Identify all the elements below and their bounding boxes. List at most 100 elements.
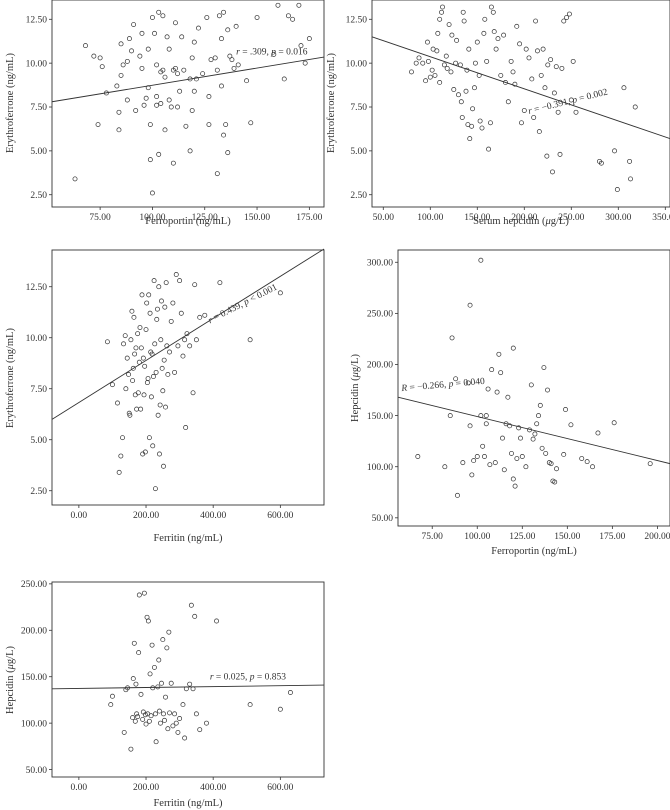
x-tick-label: 300.00 xyxy=(605,213,631,223)
regression-line xyxy=(51,248,325,420)
data-point xyxy=(507,423,513,429)
data-point xyxy=(508,58,514,64)
data-point xyxy=(563,407,568,412)
data-point xyxy=(214,171,220,177)
data-point xyxy=(536,129,542,135)
data-point xyxy=(173,272,179,277)
data-point xyxy=(191,39,197,45)
plot-frame xyxy=(51,581,325,778)
data-point xyxy=(221,9,227,15)
data-point xyxy=(590,464,595,470)
data-point xyxy=(225,27,231,33)
data-point xyxy=(121,341,126,347)
data-point xyxy=(451,87,457,92)
data-point xyxy=(147,310,153,316)
data-point xyxy=(191,88,197,94)
data-point xyxy=(188,602,194,608)
data-point xyxy=(126,410,132,416)
x-tick-label: 75.00 xyxy=(422,532,444,542)
data-point xyxy=(453,376,459,382)
data-point xyxy=(197,314,203,320)
data-point xyxy=(167,349,172,355)
data-point xyxy=(427,74,433,80)
data-point xyxy=(155,412,161,418)
x-tick-label: 50.00 xyxy=(373,213,395,223)
data-point xyxy=(554,466,559,472)
data-point xyxy=(182,337,188,343)
data-point xyxy=(183,123,189,129)
data-point xyxy=(446,22,452,28)
data-point xyxy=(183,425,189,430)
data-point xyxy=(154,306,160,312)
data-point xyxy=(612,148,617,154)
data-point xyxy=(151,278,157,284)
data-point xyxy=(116,127,122,133)
y-tick-label: 100.00 xyxy=(21,719,47,729)
panel-5-hepcidin-vs-ferritin: 50.00 100.00 150.00 200.00 250.00 0.00 200.00… xyxy=(5,580,325,809)
y-tick-label: 2.50 xyxy=(30,487,47,497)
data-point xyxy=(467,136,473,142)
data-point xyxy=(147,122,153,128)
data-point xyxy=(479,125,485,131)
data-point xyxy=(437,16,443,22)
data-point xyxy=(161,711,166,717)
data-point xyxy=(158,337,164,343)
data-point xyxy=(564,15,570,20)
data-point xyxy=(148,394,154,400)
x-tick-label: 175.00 xyxy=(296,213,322,223)
y-tick-label: 200.00 xyxy=(21,626,47,636)
x-tick-label: 150.00 xyxy=(464,213,490,223)
y-tick-label: 250.00 xyxy=(21,580,47,590)
data-point xyxy=(413,60,419,66)
data-point xyxy=(95,122,101,128)
y-tick-label: 2.50 xyxy=(30,191,47,201)
data-point xyxy=(531,115,537,120)
data-point xyxy=(559,65,565,71)
data-point xyxy=(632,104,638,110)
data-point xyxy=(202,312,208,318)
data-point xyxy=(429,67,435,73)
data-point xyxy=(137,325,143,330)
data-point xyxy=(306,36,312,42)
data-point xyxy=(141,392,147,398)
data-point xyxy=(595,430,601,436)
data-point xyxy=(123,386,129,392)
data-point xyxy=(130,676,136,682)
data-point xyxy=(447,413,453,419)
data-point xyxy=(501,32,507,38)
data-point xyxy=(146,292,152,298)
data-point xyxy=(467,302,473,308)
data-point xyxy=(454,37,460,43)
data-point xyxy=(158,720,163,726)
y-tick-label: 12.50 xyxy=(26,15,48,25)
data-point xyxy=(505,99,511,105)
data-point xyxy=(517,41,523,47)
data-point xyxy=(172,711,178,717)
correlation-annotation: R = −0.266, p = 0.040 xyxy=(400,377,485,394)
x-tick-label: 600.00 xyxy=(267,511,293,521)
data-point xyxy=(441,62,447,68)
data-point xyxy=(483,421,489,427)
data-point xyxy=(156,284,162,290)
data-point xyxy=(248,120,254,126)
data-point xyxy=(170,300,176,306)
data-point xyxy=(434,48,440,54)
data-point xyxy=(529,76,535,82)
data-point xyxy=(149,642,155,648)
data-point xyxy=(160,637,166,643)
data-point xyxy=(514,456,520,461)
data-point xyxy=(503,79,508,85)
data-point xyxy=(138,691,144,697)
data-point xyxy=(129,308,135,314)
data-point xyxy=(491,29,497,35)
data-point xyxy=(532,431,538,437)
data-point xyxy=(204,15,210,20)
data-point xyxy=(131,640,137,646)
x-tick-label: 200.00 xyxy=(644,532,670,542)
data-point xyxy=(477,118,483,124)
data-point xyxy=(449,335,455,341)
data-point xyxy=(509,450,514,456)
x-tick-label: 175.00 xyxy=(599,532,625,542)
data-point xyxy=(109,382,115,388)
